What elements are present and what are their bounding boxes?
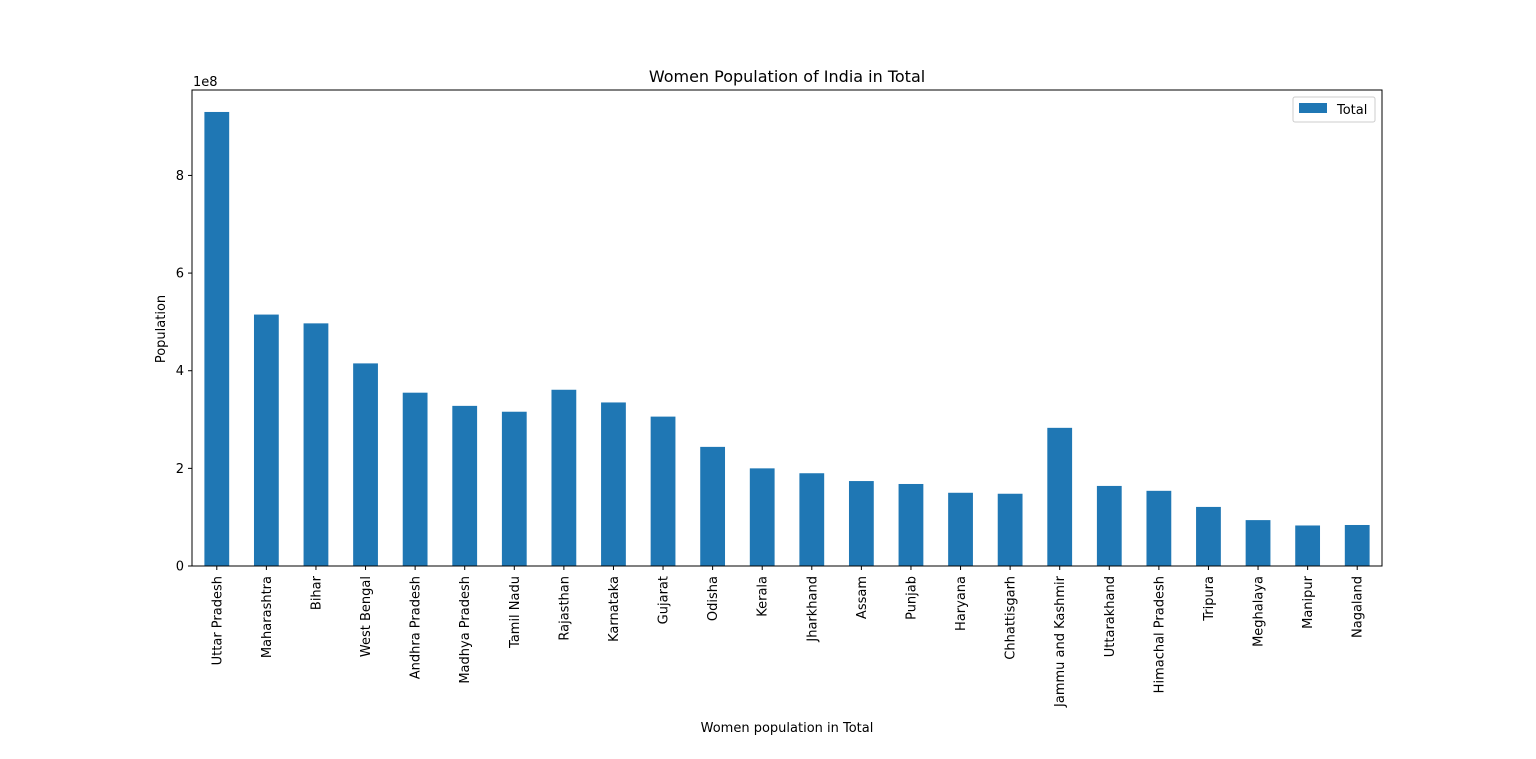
bar-gujarat [650,416,676,566]
legend-label: Total [1336,103,1367,118]
x-tick-label: Jharkhand [805,576,820,643]
x-tick-label: Kerala [756,576,771,617]
bar-karnataka [601,402,626,566]
bar-meghalaya [1245,520,1271,566]
bar-tripura [1196,506,1221,566]
x-tick-label: Assam [855,576,870,619]
x-tick-label: Maharashtra [260,576,275,658]
x-tick-label: Meghalaya [1252,576,1267,647]
x-tick-label: Tripura [1202,576,1217,622]
bar-haryana [948,492,973,566]
x-tick-label: Uttar Pradesh [210,576,225,665]
bar-manipur [1295,525,1321,566]
bar-andhra-pradesh [402,392,428,566]
bar-bihar [303,323,329,566]
legend-swatch [1299,103,1327,113]
x-tick-label: Jammu and Kashmir [1053,575,1068,708]
bar-uttar-pradesh [204,111,230,566]
bar-uttarakhand [1096,485,1122,566]
x-tick-label: Tamil Nadu [508,576,523,649]
legend: Total [1292,96,1376,123]
bar-assam [848,481,874,566]
y-tick-label: 2 [176,462,184,477]
x-axis-ticks: Uttar Pradesh Maharashtra Bihar West Bengal… [210,566,1366,708]
bar-punjab [898,483,924,566]
bar-tamil-nadu [501,411,527,566]
x-tick-label: Rajasthan [557,576,572,641]
x-tick-label: West Bengal [359,576,374,657]
y-tick-label: 4 [176,364,184,379]
bar-jharkhand [799,473,825,566]
x-tick-label: Manipur [1301,575,1316,629]
bars-group [204,111,1370,566]
x-tick-label: Gujarat [657,576,672,624]
bar-kerala [749,468,775,566]
bar-himachal-pradesh [1146,490,1172,566]
chart-title: Women Population of India in Total [649,67,925,86]
x-tick-label: Uttarakhand [1103,576,1118,657]
bar-rajasthan [551,389,577,566]
y-tick-label: 0 [176,560,184,575]
y-tick-label: 8 [176,169,184,184]
y-axis-ticks: 0 2 4 6 8 [176,169,192,575]
bar-jammu-and-kashmir [1047,427,1073,566]
x-tick-label: Odisha [706,576,721,621]
plot-area-frame [191,89,1383,567]
bar-west-bengal [353,363,378,566]
x-tick-label: Bihar [309,575,324,610]
x-tick-label: Himachal Pradesh [1152,576,1167,693]
x-axis-label: Women population in Total [701,721,874,736]
x-tick-label: Haryana [954,576,969,631]
bar-madhya-pradesh [452,405,478,566]
y-axis-label: Population [154,295,169,363]
x-tick-label: Chhattisgarh [1004,576,1019,660]
x-tick-label: Nagaland [1351,576,1366,638]
bar-chhattisgarh [997,493,1023,566]
bar-odisha [700,446,726,566]
x-tick-label: Madhya Pradesh [458,576,473,684]
x-tick-label: Karnataka [607,576,622,642]
y-tick-label: 6 [176,267,184,282]
x-tick-label: Punjab [904,576,919,620]
x-tick-label: Andhra Pradesh [409,576,424,679]
bar-maharashtra [253,314,279,566]
bar-nagaland [1344,524,1370,566]
y-axis-offset-label: 1e8 [193,75,218,90]
